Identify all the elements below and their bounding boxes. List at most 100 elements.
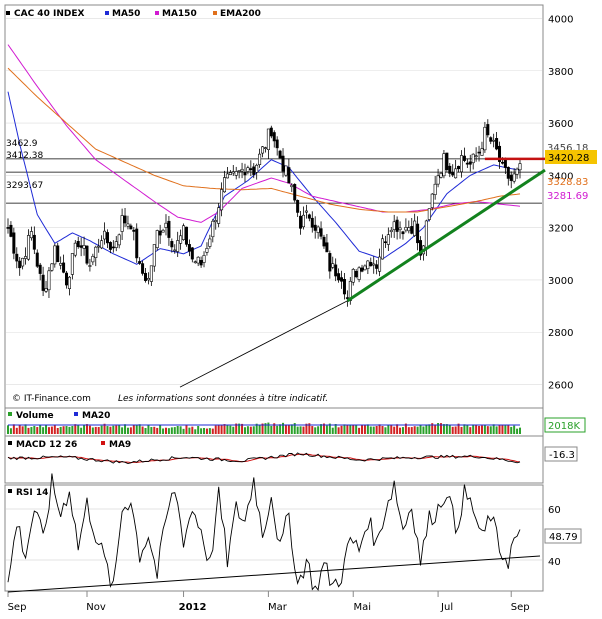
volume-bar	[147, 424, 150, 434]
candle-body	[94, 246, 98, 258]
candle-body	[500, 161, 504, 164]
volume-bar	[238, 423, 241, 434]
volume-bar	[249, 426, 252, 434]
volume-bar	[442, 424, 445, 434]
candle-body	[161, 229, 165, 233]
volume-bar	[378, 424, 381, 434]
volume-bar	[472, 424, 475, 434]
candle-body	[190, 247, 194, 260]
volume-value-box	[544, 417, 586, 433]
legend-ma150: MA150	[162, 9, 197, 19]
candle-body	[483, 126, 487, 151]
volume-bar	[460, 426, 463, 434]
candle-body	[179, 235, 183, 244]
volume-bar	[100, 425, 103, 434]
volume-bar	[12, 424, 15, 434]
candle-body	[73, 242, 77, 256]
macd-signal-label: MA9	[109, 440, 131, 450]
volume-bar	[77, 424, 80, 434]
x-tick-label: Sep	[511, 602, 530, 613]
volume-ma-label: MA20	[82, 411, 110, 421]
candle-body	[427, 208, 431, 220]
volume-bar	[387, 425, 390, 434]
candle-body	[176, 240, 180, 252]
candle-body	[88, 265, 92, 267]
volume-bar	[498, 425, 501, 434]
candle-body	[433, 183, 437, 195]
candle-body	[272, 132, 276, 142]
volume-bar	[80, 427, 83, 434]
volume-bar	[62, 426, 65, 434]
candle-body	[509, 174, 513, 181]
candle-body	[290, 184, 294, 188]
volume-bar	[282, 422, 285, 434]
candle-body	[12, 232, 16, 254]
candle-body	[261, 146, 265, 154]
volume-bar	[311, 426, 314, 434]
candle-body	[132, 229, 136, 232]
candle-body	[47, 270, 51, 291]
candle-body	[126, 223, 130, 227]
volume-bar	[18, 425, 21, 434]
volume-bar	[480, 425, 483, 434]
candle-body	[135, 228, 139, 259]
volume-bar	[483, 425, 486, 434]
volume-bar	[56, 427, 59, 434]
candle-body	[123, 215, 127, 224]
candle-body	[392, 221, 396, 230]
candle-body	[492, 139, 496, 142]
volume-bar	[50, 426, 53, 434]
volume-bar	[94, 426, 97, 434]
candle-body	[214, 220, 218, 223]
candle-body	[454, 168, 458, 179]
volume-bar	[369, 426, 372, 434]
volume-bar	[126, 427, 129, 434]
level-label-left-3: 3293.67	[6, 181, 43, 191]
rsi-panel-frame	[4, 484, 544, 592]
volume-bar	[401, 427, 404, 434]
volume-bar	[124, 424, 127, 434]
candle-body	[223, 177, 227, 193]
candle-body	[307, 214, 311, 219]
volume-bar	[223, 424, 226, 434]
volume-bar	[437, 423, 440, 434]
candle-body	[442, 153, 446, 177]
volume-bar	[516, 428, 519, 434]
candle-body	[217, 207, 221, 224]
volume-bar	[88, 425, 91, 434]
y-tick-label: 2800	[548, 328, 573, 339]
candle-body	[293, 184, 297, 201]
x-tick-label: Mar	[268, 602, 288, 613]
volume-bar	[390, 425, 393, 434]
macd-label: MACD 12 26	[16, 440, 77, 450]
candle-body	[351, 269, 355, 283]
candle-body	[372, 263, 376, 266]
volume-bar	[103, 423, 106, 434]
candle-body	[103, 230, 107, 240]
candle-body	[252, 166, 256, 175]
volume-bar	[489, 426, 492, 434]
volume-bar	[211, 428, 214, 434]
candle-body	[152, 244, 156, 267]
candle-body	[445, 152, 449, 170]
candle-body	[416, 223, 420, 244]
candle-body	[158, 230, 162, 236]
candle-body	[275, 139, 279, 149]
candle-body	[378, 256, 382, 272]
candle-body	[24, 256, 28, 259]
candle-body	[62, 262, 66, 273]
candle-body	[129, 225, 133, 230]
volume-bar	[150, 427, 153, 434]
volume-bar	[132, 425, 135, 434]
candle-body	[401, 231, 405, 235]
volume-bar	[33, 425, 36, 434]
ma-line-ema200	[7, 67, 521, 213]
rsi-trendline	[7, 555, 541, 593]
x-tick-label: Nov	[86, 602, 106, 613]
candle-body	[518, 163, 522, 171]
y-tick-label: 3800	[548, 67, 573, 78]
candle-body	[477, 151, 481, 154]
candle-body	[340, 277, 344, 282]
volume-bar	[267, 422, 270, 434]
